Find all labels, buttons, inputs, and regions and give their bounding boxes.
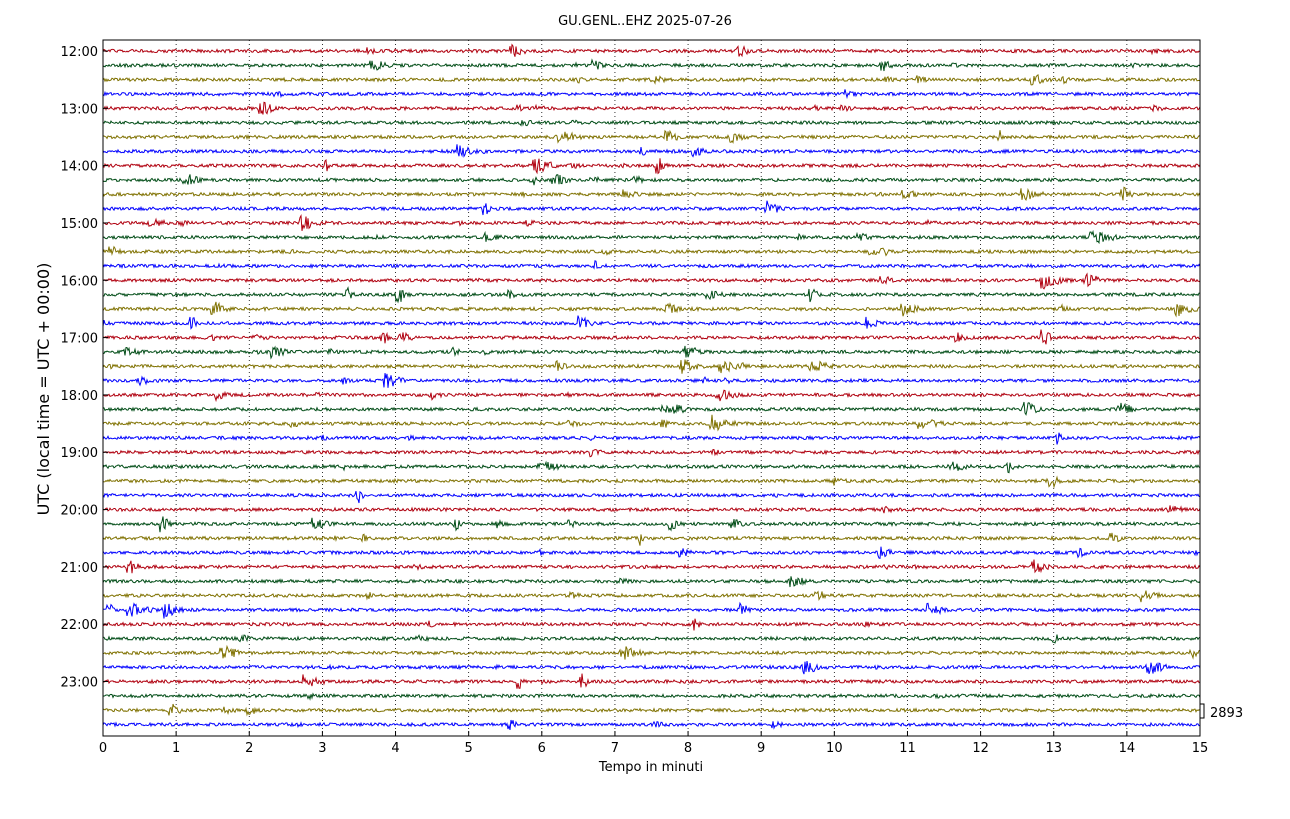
seismic-trace (102, 559, 1201, 574)
seismic-trace (102, 516, 1201, 533)
seismic-trace (102, 229, 1201, 245)
seismic-trace (102, 618, 1201, 631)
x-tick-label: 7 (611, 741, 619, 756)
seismic-trace (102, 703, 1201, 717)
x-axis: 0 1 2 3 4 5 6 7 8 9 10 11 12 13 14 15 (99, 731, 1208, 756)
seismic-trace (102, 301, 1200, 318)
seismic-trace (102, 448, 1201, 458)
x-tick-label: 8 (684, 741, 692, 756)
seismic-trace (102, 158, 1201, 175)
seismic-trace (102, 475, 1201, 489)
seismic-trace (102, 119, 1201, 127)
x-tick-label: 15 (1192, 741, 1209, 756)
seismic-trace (102, 432, 1201, 445)
seismic-trace (102, 213, 1201, 231)
y-tick-label: 19:00 (61, 446, 98, 461)
seismic-trace (102, 345, 1201, 360)
x-tick-label: 1 (172, 741, 180, 756)
seismic-trace (102, 173, 1201, 186)
seismic-trace (102, 490, 1201, 504)
seismic-trace (102, 43, 1201, 58)
seismic-trace (102, 260, 1201, 270)
seismic-trace (102, 692, 1201, 701)
y-tick-label: 21:00 (61, 561, 98, 576)
trace-group (102, 43, 1201, 731)
y-tick-label: 15:00 (61, 217, 98, 232)
seismic-trace (102, 644, 1201, 660)
seismic-trace (102, 315, 1201, 330)
seismic-trace (102, 590, 1201, 603)
y-tick-label: 12:00 (61, 45, 98, 60)
seismic-trace (102, 245, 1201, 257)
scale-marker (1199, 703, 1205, 719)
plot-frame (102, 39, 1201, 737)
grid-lines (175, 40, 1128, 736)
x-tick-label: 10 (826, 741, 843, 756)
x-tick-label: 9 (757, 741, 765, 756)
seismic-trace (102, 373, 1201, 388)
y-axis-label: UTC (local time = UTC + 00:00) (34, 263, 53, 516)
x-tick-label: 6 (538, 741, 546, 756)
seismic-trace (102, 389, 1201, 403)
y-tick-label: 13:00 (61, 102, 98, 117)
seismic-trace (102, 58, 1201, 72)
scale-label: 2893 (1210, 706, 1243, 721)
seismic-trace (102, 200, 1201, 216)
seismic-trace (102, 329, 1201, 345)
x-tick-label: 14 (1119, 741, 1136, 756)
y-tick-label: 18:00 (61, 389, 98, 404)
seismic-trace (102, 661, 1201, 675)
seismic-trace (102, 719, 1201, 731)
seismic-trace (102, 89, 1201, 100)
y-tick-label: 20:00 (61, 504, 98, 519)
y-tick-label: 14:00 (61, 160, 98, 175)
x-axis-label: Tempo in minuti (598, 760, 703, 775)
seismic-trace (102, 414, 1201, 432)
seismic-trace (102, 634, 1201, 644)
y-axis: 12:00 13:00 14:00 15:00 16:00 17:00 18:00 19:00… (61, 45, 108, 691)
x-tick-label: 12 (972, 741, 989, 756)
x-tick-label: 4 (391, 741, 399, 756)
y-tick-label: 17:00 (61, 332, 98, 347)
seismic-trace (102, 532, 1201, 546)
seismic-trace (102, 505, 1201, 514)
seismic-trace (102, 272, 1201, 290)
chart-title: GU.GENL..EHZ 2025-07-26 (558, 14, 732, 29)
seismic-trace (102, 460, 1201, 474)
seismic-trace (102, 74, 1201, 86)
seismic-trace (102, 673, 1201, 689)
y-tick-label: 16:00 (61, 274, 98, 289)
x-tick-label: 0 (99, 741, 107, 756)
seismic-trace (102, 186, 1201, 202)
x-tick-label: 3 (318, 741, 326, 756)
x-tick-label: 13 (1045, 741, 1062, 756)
scale-bar: 2893 (1199, 703, 1243, 721)
x-tick-label: 11 (899, 741, 916, 756)
seismic-trace (102, 546, 1201, 560)
y-tick-label: 23:00 (61, 676, 98, 691)
x-tick-label: 2 (245, 741, 253, 756)
seismic-trace (102, 101, 1201, 115)
x-tick-label: 5 (465, 741, 473, 756)
seismic-trace (102, 401, 1201, 416)
seismic-trace (102, 601, 1201, 619)
seismic-trace (102, 359, 1201, 374)
y-tick-label: 22:00 (61, 618, 98, 633)
seismic-trace (102, 286, 1200, 304)
seismic-trace (102, 576, 1201, 588)
seismic-trace (102, 129, 1201, 144)
seismic-trace (102, 144, 1201, 158)
